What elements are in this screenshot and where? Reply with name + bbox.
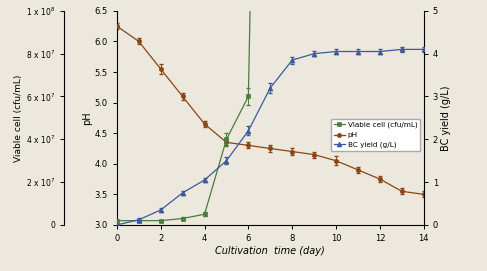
Legend: Viable cell (cfu/mL), pH, BC yield (g/L): Viable cell (cfu/mL), pH, BC yield (g/L) — [331, 119, 420, 151]
Y-axis label: BC yield (g/L): BC yield (g/L) — [441, 85, 451, 151]
Y-axis label: Viable cell (cfu/mL): Viable cell (cfu/mL) — [14, 74, 23, 162]
Y-axis label: pH: pH — [82, 111, 92, 125]
X-axis label: Cultivation  time (day): Cultivation time (day) — [215, 246, 325, 256]
